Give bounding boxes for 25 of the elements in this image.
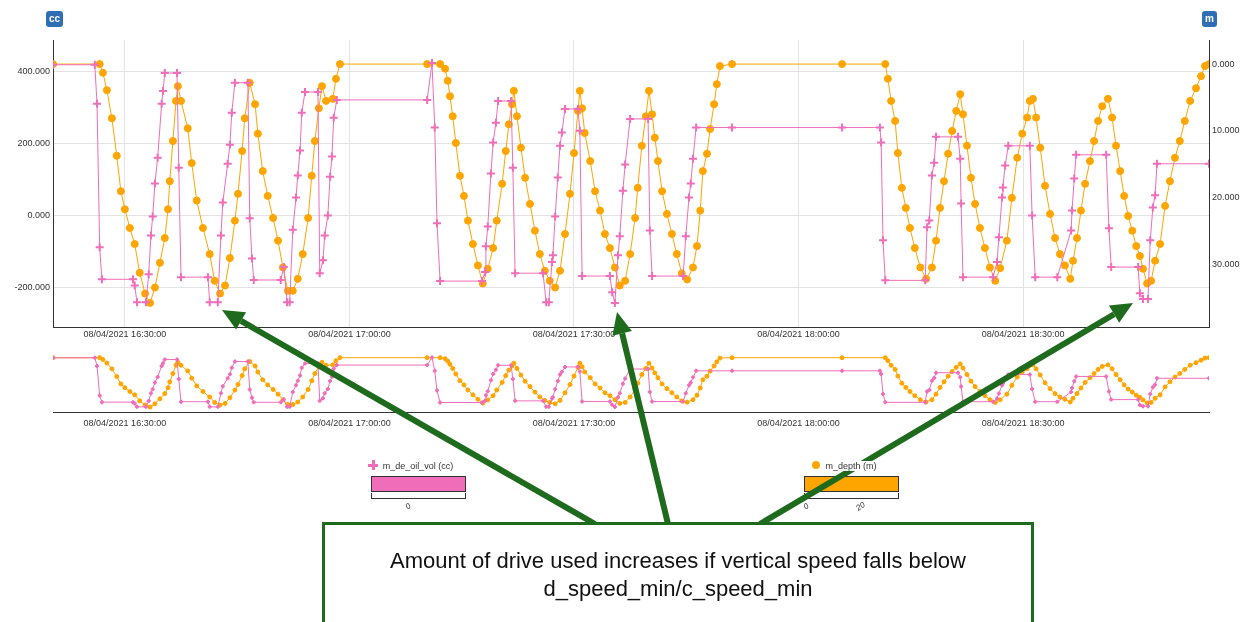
x-tick-label: 08/04/2021 18:30:00 — [981, 417, 1065, 428]
y-tick-label: 200.000 — [17, 138, 50, 149]
x-tick-label: 08/04/2021 18:00:00 — [757, 328, 840, 339]
text: 0 — [403, 501, 413, 512]
x-tick-label: 08/04/2021 17:30:00 — [532, 417, 616, 428]
text: Amount of drive used increases if vertical speed falls below d_speed_min/c_speed_min — [322, 522, 1034, 622]
text: 0 — [801, 501, 811, 512]
text: 20 — [854, 500, 867, 513]
legend-label: m_depth (m) — [823, 461, 879, 471]
y-tick-label: 400.000 — [17, 66, 50, 77]
y-axis-title: cc — [46, 11, 64, 27]
y2-tick-label: 20.000 — [1212, 192, 1240, 203]
x-tick-label: 08/04/2021 18:00:00 — [757, 417, 840, 428]
x-tick-label: 08/04/2021 18:30:00 — [981, 328, 1065, 339]
y2-axis-title: m — [1202, 11, 1217, 27]
x-tick-label: 08/04/2021 17:00:00 — [308, 328, 391, 339]
x-tick-label: 08/04/2021 17:00:00 — [308, 417, 391, 428]
y2-tick-label: 30.000 — [1212, 259, 1240, 270]
y2-tick-label: 10.000 — [1212, 125, 1240, 136]
legend-label: m_de_oil_vol (cc) — [380, 461, 456, 471]
y2-tick-label: 0.000 — [1212, 58, 1235, 69]
x-tick-label: 08/04/2021 16:30:00 — [83, 328, 167, 339]
y-tick-label: -200.000 — [14, 281, 50, 292]
y-tick-label: 0.000 — [27, 209, 50, 220]
x-tick-label: 08/04/2021 16:30:00 — [83, 417, 167, 428]
